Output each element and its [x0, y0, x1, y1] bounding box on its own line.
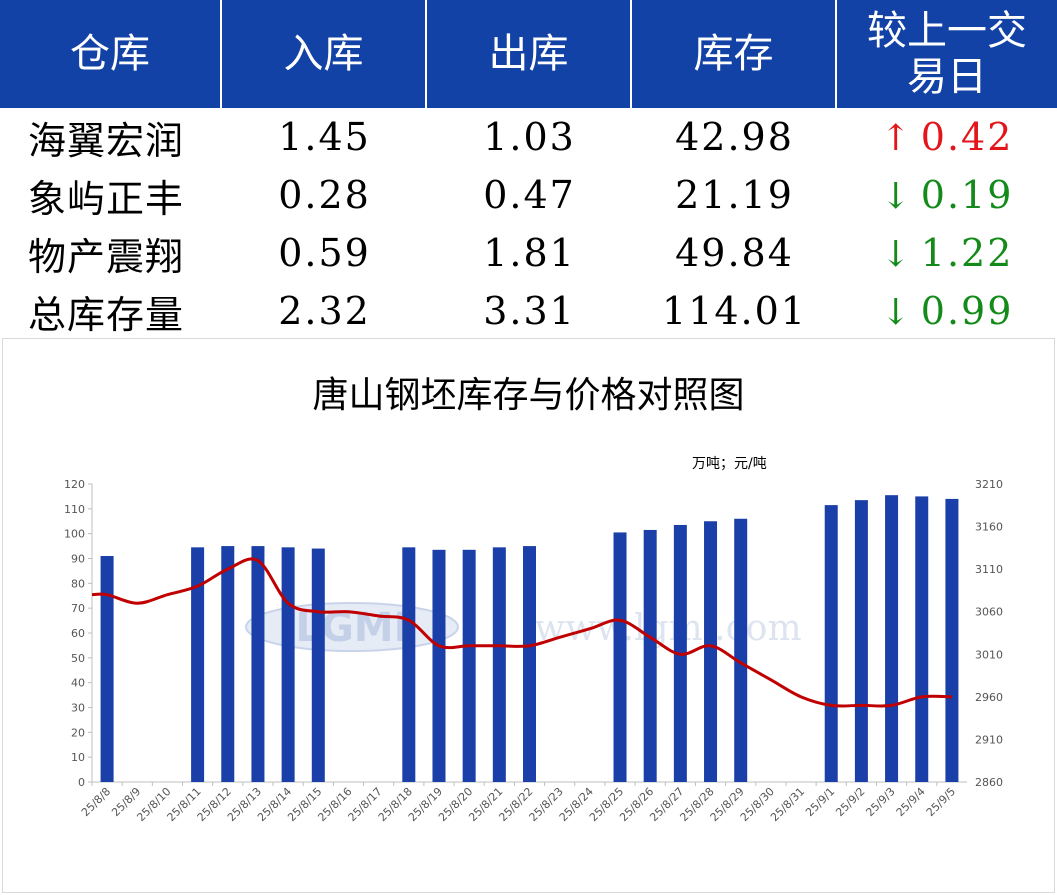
header-warehouse: 仓库	[0, 0, 222, 108]
x-tick-label: 25/9/1	[803, 785, 837, 819]
inbound-value: 0.28	[278, 173, 371, 217]
table-header: 仓库 入库 出库 库存 较上一交 易日	[0, 0, 1057, 108]
bar-inventory	[251, 546, 265, 782]
change-number: 0.42	[920, 115, 1014, 159]
left-tick-label: 90	[71, 553, 85, 566]
bar-inventory	[492, 547, 506, 782]
stock-value: 114.01	[662, 289, 807, 333]
bar-inventory	[704, 521, 718, 782]
stock-value: 49.84	[675, 231, 794, 275]
stock-value: 42.98	[675, 115, 794, 159]
arrow-down-icon: ↓	[880, 292, 913, 333]
right-tick-label: 3010	[975, 648, 1003, 661]
header-outbound: 出库	[427, 0, 632, 108]
bar-inventory	[100, 556, 114, 782]
warehouse-name: 海翼宏润	[28, 118, 185, 163]
inbound-value: 0.59	[278, 231, 371, 275]
left-tick-label: 30	[71, 702, 85, 715]
warehouse-name: 物产震翔	[28, 234, 185, 279]
bar-inventory	[523, 546, 536, 782]
chart-title: 唐山钢坯库存与价格对照图	[312, 375, 745, 416]
warehouse-name: 象屿正丰	[28, 176, 185, 221]
left-tick-label: 40	[71, 677, 85, 690]
bar-inventory	[402, 547, 416, 782]
inventory-table: 仓库 入库 出库 库存 较上一交 易日 海翼宏润 1.45 1.03 42.98 ↑ 0.4…	[0, 0, 1057, 340]
left-tick-label: 0	[78, 776, 85, 789]
unit-label: 万吨；元/吨	[692, 456, 767, 472]
watermark-url: www.lgmi.com	[534, 608, 801, 649]
left-tick-label: 80	[71, 577, 85, 590]
outbound-value: 1.81	[483, 231, 576, 275]
bar-inventory	[432, 549, 446, 782]
header-change: 较上一交 易日	[867, 8, 1027, 100]
change-value: ↑ 0.42	[837, 115, 1057, 159]
inbound-value: 1.45	[278, 115, 371, 159]
x-tick-label: 25/9/3	[863, 785, 897, 819]
left-tick-label: 110	[64, 503, 85, 516]
change-number: 0.19	[920, 173, 1014, 217]
arrow-down-icon: ↓	[880, 234, 913, 275]
table-row: 总库存量 2.32 3.31 114.01 ↓ 0.99	[0, 282, 1057, 340]
right-tick-label: 2910	[975, 733, 1003, 746]
left-tick-label: 50	[71, 652, 85, 665]
x-tick-label: 25/9/2	[833, 785, 867, 819]
right-tick-label: 3210	[975, 478, 1003, 491]
bar-inventory	[311, 548, 325, 782]
change-number: 0.99	[920, 289, 1014, 333]
x-tick-label: 25/9/4	[894, 785, 928, 819]
change-value: ↓ 0.99	[837, 289, 1057, 333]
x-tick-label: 25/8/31	[768, 785, 807, 824]
bar-inventory	[462, 549, 476, 782]
price-line	[91, 557, 952, 708]
outbound-value: 0.47	[483, 173, 576, 217]
bar-inventory	[854, 500, 868, 782]
table-row: 海翼宏润 1.45 1.03 42.98 ↑ 0.42	[0, 108, 1057, 166]
inbound-value: 2.32	[278, 289, 371, 333]
x-tick-label: 25/9/5	[924, 785, 958, 819]
left-tick-label: 70	[71, 602, 85, 615]
bar-inventory	[221, 546, 235, 782]
left-tick-label: 120	[64, 478, 85, 491]
change-value: ↓ 1.22	[837, 231, 1057, 275]
table-row: 象屿正丰 0.28 0.47 21.19 ↓ 0.19	[0, 166, 1057, 224]
left-tick-label: 100	[64, 528, 85, 541]
stock-value: 21.19	[675, 173, 794, 217]
header-inbound: 入库	[222, 0, 427, 108]
table-row: 物产震翔 0.59 1.81 49.84 ↓ 1.22	[0, 224, 1057, 282]
left-tick-label: 20	[71, 726, 85, 739]
bar-inventory	[734, 518, 748, 782]
outbound-value: 3.31	[483, 289, 576, 333]
outbound-value: 1.03	[483, 115, 576, 159]
bar-inventory	[281, 547, 295, 782]
right-tick-label: 2860	[975, 776, 1003, 789]
bar-inventory	[945, 498, 959, 782]
right-tick-label: 3110	[975, 563, 1003, 576]
left-tick-label: 60	[71, 627, 85, 640]
change-value: ↓ 0.19	[837, 173, 1057, 217]
left-tick-label: 10	[71, 751, 85, 764]
change-number: 1.22	[920, 231, 1014, 275]
warehouse-name: 总库存量	[28, 292, 185, 337]
right-tick-label: 3060	[975, 606, 1003, 619]
bar-inventory	[613, 532, 627, 782]
bar-inventory	[643, 529, 657, 782]
header-stock: 库存	[632, 0, 837, 108]
bar-inventory	[824, 505, 838, 782]
right-tick-label: 2960	[975, 691, 1003, 704]
arrow-up-icon: ↑	[880, 118, 913, 159]
bar-inventory	[885, 495, 899, 782]
bar-inventory	[915, 496, 929, 782]
arrow-down-icon: ↓	[880, 176, 913, 217]
bar-inventory	[191, 547, 205, 782]
x-tick-label: 25/8/8	[79, 785, 113, 819]
right-tick-label: 3160	[975, 521, 1003, 534]
